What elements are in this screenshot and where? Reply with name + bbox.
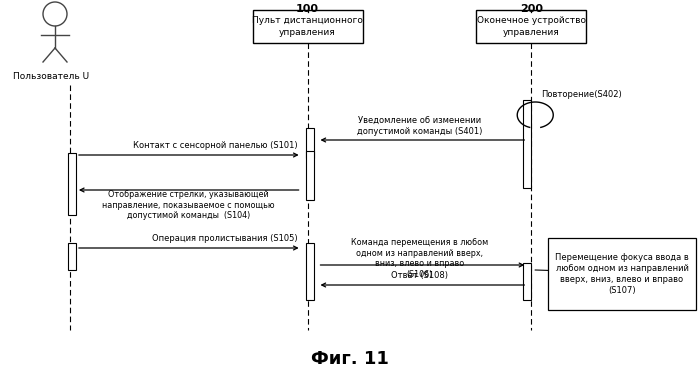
- FancyBboxPatch shape: [68, 243, 76, 270]
- Text: Оконечное устройство
управления: Оконечное устройство управления: [477, 16, 586, 37]
- Text: Команда перемещения в любом
одном из направлений вверх,
вниз, влево и вправо
(S1: Команда перемещения в любом одном из нап…: [351, 238, 488, 279]
- Text: 200: 200: [520, 4, 542, 14]
- FancyBboxPatch shape: [524, 100, 531, 188]
- Text: Пользователь U: Пользователь U: [13, 72, 89, 81]
- Text: Отображение стрелки, указывающей
направление, показываемое с помощью
допустимой : Отображение стрелки, указывающей направл…: [103, 190, 275, 220]
- Text: Перемещение фокуса ввода в
любом одном из направлений
вверх, вниз, влево и вправ: Перемещение фокуса ввода в любом одном и…: [555, 253, 689, 295]
- FancyBboxPatch shape: [305, 243, 314, 300]
- FancyBboxPatch shape: [68, 153, 76, 215]
- Text: Операция пролистывания (S105): Операция пролистывания (S105): [152, 234, 298, 243]
- FancyBboxPatch shape: [305, 128, 314, 158]
- Text: Повторение(S402): Повторение(S402): [541, 90, 622, 99]
- FancyBboxPatch shape: [524, 263, 531, 300]
- FancyBboxPatch shape: [548, 238, 696, 310]
- Text: 100: 100: [296, 4, 319, 14]
- Text: Контакт с сенсорной панелью (S101): Контакт с сенсорной панелью (S101): [133, 141, 298, 150]
- FancyBboxPatch shape: [305, 151, 314, 200]
- Text: Уведомление об изменении
допустимой команды (S401): Уведомление об изменении допустимой кома…: [356, 116, 482, 136]
- Text: Фиг. 11: Фиг. 11: [310, 350, 389, 366]
- FancyBboxPatch shape: [476, 10, 586, 43]
- Text: Ответ (S108): Ответ (S108): [391, 271, 448, 280]
- Text: Пульт дистанционного
управления: Пульт дистанционного управления: [252, 16, 363, 37]
- FancyBboxPatch shape: [252, 10, 363, 43]
